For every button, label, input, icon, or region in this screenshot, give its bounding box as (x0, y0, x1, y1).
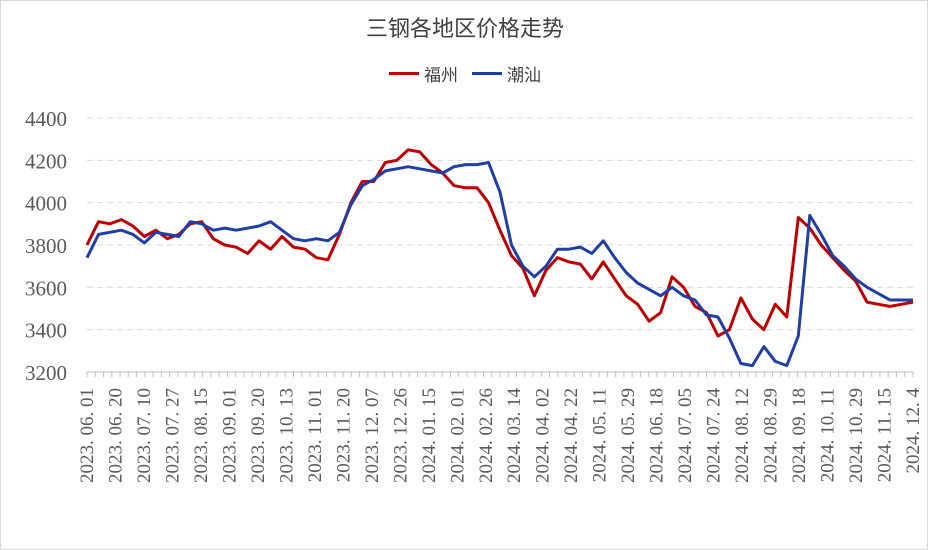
x-tick-label: 2024. 11. 15 (875, 388, 896, 482)
x-tick-label: 2023. 10. 13 (276, 388, 297, 483)
x-tick-label: 2024. 08. 29 (761, 388, 782, 483)
legend-swatch-fuzhou (389, 72, 419, 75)
x-tick-label: 2024. 02. 26 (476, 388, 497, 483)
y-tick-label-3400: 3400 (25, 319, 67, 343)
x-tick-label: 2023. 09. 20 (248, 388, 269, 483)
legend-swatch-chaoshan (472, 72, 502, 75)
x-tick-label: 2024. 03. 14 (504, 388, 525, 484)
x-tick-label: 2024. 05. 29 (618, 388, 639, 483)
legend: 福州 潮汕 (1, 61, 928, 86)
series-line-fuzhou (85, 148, 914, 338)
series-line-chaoshan (85, 161, 913, 368)
x-tick-label: 2024. 08. 12 (732, 388, 753, 483)
x-tick-label: 2023. 06. 20 (105, 388, 126, 483)
y-tick-label-3600: 3600 (25, 276, 67, 300)
legend-label-fuzhou: 福州 (424, 66, 458, 86)
x-tick-label: 2023. 12. 26 (390, 388, 411, 483)
x-tick-label: 2024. 06. 18 (647, 388, 668, 483)
x-tick-label: 2024. 12. 4 (903, 388, 924, 474)
x-tick-label: 2024. 05. 11 (590, 388, 611, 482)
x-tick-label: 2024. 09. 18 (789, 388, 810, 483)
legend-label-chaoshan: 潮汕 (507, 66, 541, 86)
y-tick-label-4200: 4200 (25, 149, 67, 173)
x-tick-label: 2024. 07. 05 (675, 388, 696, 483)
x-tick-label: 2023. 07. 27 (162, 388, 183, 483)
x-tick-label: 2023. 11. 01 (305, 388, 326, 482)
y-tick-label-3200: 3200 (25, 361, 67, 385)
x-tick-label: 2023. 09. 01 (219, 388, 240, 483)
chart-title: 三钢各地区价格走势 (365, 17, 564, 42)
x-tick-label: 2024. 07. 24 (704, 388, 725, 484)
y-tick-label-3800: 3800 (25, 234, 67, 258)
x-tick-label: 2024. 04. 22 (561, 388, 582, 483)
x-tick-label: 2023. 07. 10 (134, 388, 155, 483)
y-tick-label-4000: 4000 (25, 192, 67, 216)
legend-entry-chaoshan: 潮汕 (472, 61, 541, 86)
x-tick-label: 2024. 04. 02 (533, 388, 554, 483)
x-tick-label: 2023. 11. 20 (333, 388, 354, 482)
y-tick-label-4400: 4400 (25, 107, 67, 131)
legend-entry-fuzhou: 福州 (389, 61, 458, 86)
x-tick-label: 2023. 06. 01 (77, 388, 98, 483)
x-tick-label: 2024. 02. 01 (447, 388, 468, 483)
x-tick-label: 2024. 10. 11 (818, 388, 839, 482)
x-tick-label: 2024. 01. 15 (419, 388, 440, 483)
x-tick-label: 2024. 10. 29 (846, 388, 867, 483)
x-tick-label: 2023. 08. 15 (191, 388, 212, 483)
x-tick-label: 2023. 12. 07 (362, 388, 383, 483)
